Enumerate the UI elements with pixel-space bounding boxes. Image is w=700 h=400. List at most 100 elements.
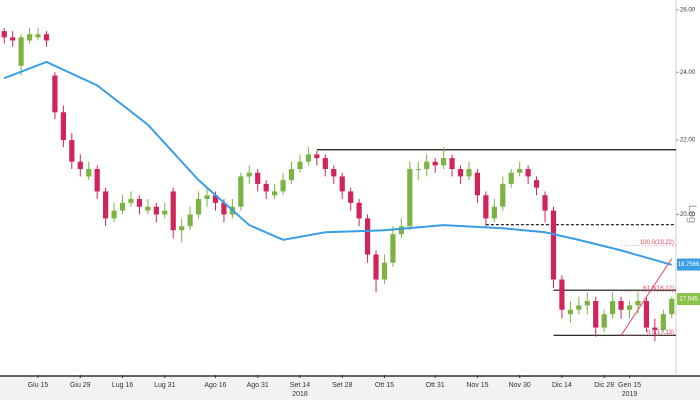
candle-body bbox=[77, 161, 83, 170]
candle-body bbox=[474, 172, 481, 196]
candle-body bbox=[204, 195, 210, 200]
candle-body bbox=[322, 158, 328, 170]
candle-body bbox=[407, 169, 413, 227]
candle-body bbox=[272, 191, 278, 196]
candle-body bbox=[533, 180, 540, 188]
x-tick-label: Gen 15 bbox=[618, 382, 641, 389]
x-tick-label: Ago 16 bbox=[204, 382, 226, 389]
candle-body bbox=[246, 172, 252, 177]
candle-body bbox=[356, 202, 362, 219]
candle-body bbox=[331, 169, 337, 177]
ma-last-label: 18.7566 bbox=[678, 262, 700, 268]
candle-body bbox=[652, 327, 658, 330]
x-tick-label: Nov 30 bbox=[509, 382, 531, 389]
candle-body bbox=[1, 31, 7, 38]
candle-body bbox=[424, 161, 430, 170]
fib-label: 61.8(18.12) bbox=[643, 286, 674, 292]
candle-body bbox=[525, 169, 531, 177]
candle-body bbox=[60, 112, 66, 141]
candle-body bbox=[643, 301, 650, 328]
x-tick-label: Nov 15 bbox=[466, 382, 488, 389]
candle-body bbox=[111, 210, 117, 219]
scale-label: Log bbox=[686, 205, 698, 223]
candle-body bbox=[10, 37, 16, 41]
x-tick-label: Set 28 bbox=[332, 382, 352, 389]
candle-body bbox=[348, 191, 354, 203]
candle-body bbox=[373, 254, 379, 280]
candle-body bbox=[491, 206, 497, 219]
candle-body bbox=[567, 309, 573, 315]
candle-body bbox=[18, 37, 24, 66]
candle-body bbox=[542, 195, 548, 211]
candle-body bbox=[364, 218, 371, 255]
ma-last-label-box bbox=[677, 258, 700, 271]
candle-body bbox=[610, 301, 616, 315]
candle-body bbox=[593, 301, 599, 328]
candle-body bbox=[669, 298, 675, 315]
x-tick-label: Giu 15 bbox=[28, 382, 49, 389]
fib-label: 100.0(19.22) bbox=[640, 240, 674, 246]
candle-body bbox=[179, 226, 185, 231]
candle-body bbox=[195, 199, 202, 215]
fib-trend bbox=[620, 258, 673, 336]
candle-body bbox=[288, 169, 295, 181]
candle-body bbox=[221, 202, 227, 215]
candle-body bbox=[483, 195, 489, 219]
candle-body bbox=[432, 161, 438, 166]
candle-body bbox=[559, 279, 565, 310]
candle-body bbox=[280, 180, 286, 192]
year-label: 2019 bbox=[622, 391, 638, 398]
x-tick-label: Ago 31 bbox=[247, 382, 269, 389]
last-price-label: 17.945 bbox=[679, 297, 698, 303]
y-tick-label: 24.00 bbox=[680, 70, 696, 76]
candle-body bbox=[255, 172, 261, 184]
candle-body bbox=[52, 75, 58, 113]
y-tick-label: 22.00 bbox=[680, 138, 696, 144]
candle-body bbox=[381, 262, 388, 280]
candle-body bbox=[136, 199, 143, 207]
candle-body bbox=[35, 34, 41, 38]
x-tick-label: Dic 14 bbox=[552, 382, 572, 389]
candle-body bbox=[69, 140, 75, 162]
candle-body bbox=[94, 169, 100, 192]
candle-body bbox=[517, 169, 523, 173]
candle-body bbox=[314, 154, 320, 159]
candle-body bbox=[153, 206, 159, 215]
candle-body bbox=[618, 301, 624, 310]
x-tick-label: Ott 15 bbox=[375, 382, 394, 389]
x-tick-label: Lug 31 bbox=[154, 382, 176, 389]
candle-body bbox=[26, 34, 33, 41]
candle-body bbox=[145, 206, 151, 211]
candle-body bbox=[457, 169, 464, 177]
y-tick-label: 26.00 bbox=[680, 7, 696, 13]
candle-body bbox=[508, 172, 514, 184]
candle-body bbox=[584, 301, 590, 306]
candle-body bbox=[466, 169, 472, 177]
fib-label: 0.0(17.13) bbox=[647, 330, 674, 336]
candle-body bbox=[86, 169, 92, 177]
candle-body bbox=[43, 34, 50, 41]
candle-body bbox=[398, 226, 404, 235]
candle-body bbox=[635, 301, 641, 306]
candle-body bbox=[297, 161, 303, 170]
candle-body bbox=[119, 202, 126, 211]
x-tick-label: Ott 31 bbox=[426, 382, 445, 389]
candle-body bbox=[238, 176, 244, 207]
y-tick-label: 20.00 bbox=[680, 212, 696, 218]
x-tick-label: Dic 28 bbox=[594, 382, 614, 389]
candle-body bbox=[128, 199, 134, 203]
candle-body bbox=[500, 183, 506, 207]
candle-body bbox=[263, 183, 269, 192]
year-label: 2018 bbox=[292, 391, 308, 398]
candle-body bbox=[449, 158, 455, 170]
x-tick-label: Set 14 bbox=[290, 382, 310, 389]
x-axis-band bbox=[0, 376, 700, 400]
candle-body bbox=[576, 305, 582, 310]
candle-body bbox=[550, 210, 557, 280]
candle-body bbox=[441, 158, 447, 166]
candle-body bbox=[339, 176, 345, 192]
candle-body bbox=[305, 154, 312, 162]
candle-body bbox=[162, 210, 168, 215]
candle-body bbox=[390, 234, 396, 263]
